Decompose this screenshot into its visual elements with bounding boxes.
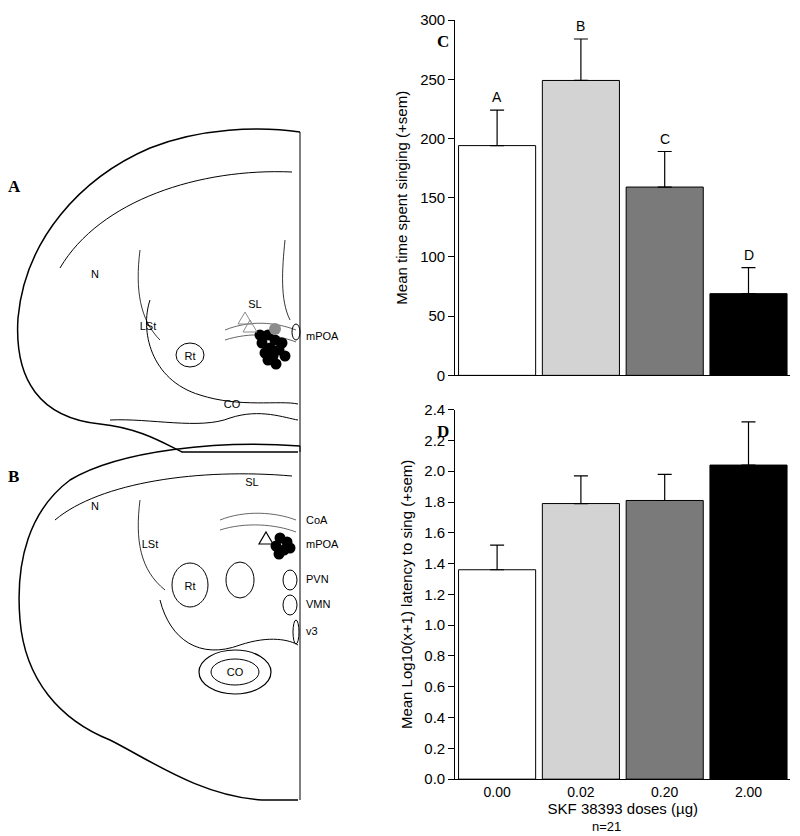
svg-text:50: 50 [429,307,446,324]
svg-text:SL: SL [245,476,258,488]
svg-text:2.2: 2.2 [424,432,445,449]
svg-text:300: 300 [420,11,445,28]
svg-text:C: C [660,131,670,147]
svg-text:150: 150 [420,189,445,206]
svg-text:200: 200 [420,130,445,147]
svg-text:0.20: 0.20 [651,784,678,800]
svg-text:Mean Log10(x+1) latency to sin: Mean Log10(x+1) latency to sing (+sem) [398,460,415,729]
svg-text:SKF 38393 doses (µg): SKF 38393 doses (µg) [548,800,698,817]
svg-text:2.0: 2.0 [424,462,445,479]
svg-text:0.6: 0.6 [424,678,445,695]
svg-text:B: B [8,467,19,486]
svg-text:B: B [576,18,585,34]
svg-text:2.00: 2.00 [735,784,762,800]
svg-text:1.6: 1.6 [424,524,445,541]
svg-text:Rt: Rt [185,350,196,362]
svg-text:1.2: 1.2 [424,586,445,603]
svg-text:C: C [437,32,449,51]
svg-text:0.4: 0.4 [424,709,445,726]
svg-text:CO: CO [227,666,244,678]
svg-text:0.0: 0.0 [424,770,445,787]
svg-text:SL: SL [248,298,261,310]
svg-text:0.2: 0.2 [424,740,445,757]
svg-text:0.02: 0.02 [567,784,594,800]
svg-text:v3: v3 [306,625,318,637]
svg-text:mPOA: mPOA [306,330,339,342]
svg-text:0.8: 0.8 [424,647,445,664]
svg-text:PVN: PVN [306,573,329,585]
svg-text:1.4: 1.4 [424,555,445,572]
svg-text:D: D [744,247,754,263]
svg-text:A: A [8,177,21,196]
svg-text:LSt: LSt [140,320,157,332]
svg-text:Mean time spent singing (+sem): Mean time spent singing (+sem) [393,91,410,305]
svg-text:2.4: 2.4 [424,401,445,418]
svg-text:0.00: 0.00 [483,784,510,800]
svg-text:1.0: 1.0 [424,616,445,633]
svg-text:N: N [91,268,99,280]
svg-text:1.8: 1.8 [424,493,445,510]
svg-text:LSt: LSt [142,538,159,550]
svg-text:mPOA: mPOA [306,538,339,550]
svg-text:0: 0 [437,367,445,384]
svg-text:D: D [437,422,449,441]
svg-text:100: 100 [420,248,445,265]
svg-text:n=21: n=21 [592,819,621,834]
svg-text:CO: CO [224,398,241,410]
svg-text:A: A [492,89,502,105]
svg-text:CoA: CoA [306,514,328,526]
svg-text:N: N [91,500,99,512]
svg-text:Rt: Rt [185,580,196,592]
svg-text:250: 250 [420,71,445,88]
svg-text:VMN: VMN [306,598,331,610]
